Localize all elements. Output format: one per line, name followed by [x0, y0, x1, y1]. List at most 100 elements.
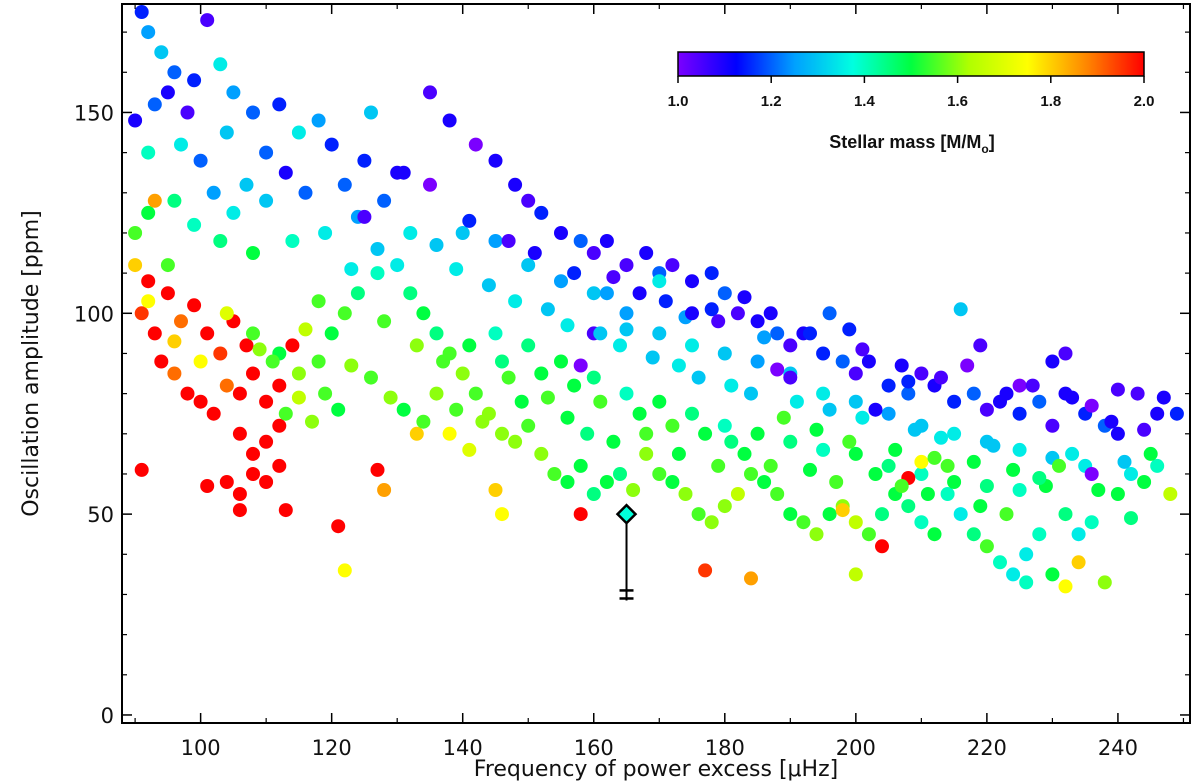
data-point [1084, 398, 1099, 413]
data-point [652, 467, 667, 481]
data-point [704, 302, 719, 317]
data-point [1025, 378, 1040, 393]
data-point [934, 430, 948, 445]
data-point [488, 483, 503, 497]
data-point [789, 394, 804, 409]
data-point [927, 450, 942, 465]
data-point [337, 306, 352, 321]
data-point [737, 290, 752, 305]
data-point [291, 125, 306, 140]
data-point [134, 462, 149, 477]
data-point [619, 306, 634, 321]
data-point [1032, 471, 1047, 485]
data-point [180, 105, 195, 120]
data-point [1058, 346, 1073, 361]
data-point [868, 467, 883, 481]
data-point [1012, 378, 1027, 393]
data-point [377, 314, 392, 329]
data-point [665, 258, 680, 273]
data-point [652, 326, 667, 341]
data-point [540, 302, 555, 317]
data-point [534, 446, 549, 461]
data-point [370, 266, 385, 281]
data-point [888, 442, 903, 457]
data-point [744, 386, 758, 401]
y-axis: 0 50 100 150 [74, 31, 1190, 728]
data-point [272, 418, 287, 433]
data-point [232, 426, 247, 441]
data-point [639, 246, 654, 260]
data-point [534, 205, 549, 220]
data-point [370, 462, 385, 477]
data-point [409, 426, 424, 441]
data-point [246, 446, 260, 461]
data-point [462, 442, 477, 457]
data-point [219, 378, 234, 393]
x-tick-label: 220 [967, 736, 1007, 760]
data-point [1065, 446, 1080, 461]
data-point [311, 354, 326, 369]
data-point [1137, 475, 1152, 489]
data-point [1097, 575, 1112, 590]
data-point [436, 354, 451, 369]
data-point [416, 306, 431, 321]
data-point [1163, 487, 1178, 501]
colorbar-tick-label: 2.0 [1134, 93, 1155, 110]
data-point [1006, 567, 1021, 582]
colorbar-legend: 1.0 1.2 1.4 1.6 1.8 2.0 Stellar mass [M/Mo] [668, 51, 1155, 156]
data-point [613, 338, 627, 353]
data-point [1012, 442, 1027, 457]
data-point [927, 527, 942, 542]
data-point [953, 302, 968, 317]
data-point [861, 354, 876, 369]
data-point [396, 402, 411, 417]
colorbar-tick-label: 1.4 [854, 93, 876, 110]
data-point [160, 286, 175, 301]
data-point [632, 406, 647, 421]
data-point [521, 193, 536, 208]
data-point [665, 418, 680, 433]
data-point [259, 145, 274, 160]
data-point [658, 294, 673, 309]
data-point [560, 410, 575, 425]
data-point [246, 467, 260, 481]
data-point [1032, 527, 1047, 542]
data-point [272, 458, 287, 473]
data-point [842, 322, 857, 337]
data-point [455, 366, 470, 381]
data-point [128, 113, 143, 128]
data-point [521, 418, 536, 433]
data-point [377, 483, 392, 497]
y-tick-label: 150 [74, 101, 114, 125]
data-point [678, 487, 693, 501]
data-point [167, 193, 182, 208]
data-point [514, 394, 529, 409]
data-point [822, 402, 837, 417]
data-point [979, 539, 994, 554]
data-point [1012, 483, 1027, 497]
data-point [901, 374, 916, 389]
data-point [232, 503, 247, 518]
data-point [174, 314, 188, 329]
data-point [717, 286, 732, 301]
data-point [907, 422, 922, 437]
data-point [685, 274, 699, 289]
data-point [783, 434, 798, 449]
x-tick-label: 140 [443, 736, 483, 760]
data-point [481, 278, 496, 293]
data-point [671, 446, 686, 461]
data-point [449, 262, 464, 277]
data-point [206, 406, 221, 421]
data-point [966, 386, 981, 401]
data-point [554, 274, 568, 289]
colorbar-tick-label: 1.8 [1040, 93, 1061, 110]
data-point [252, 342, 267, 357]
data-point [973, 338, 988, 353]
data-point [1012, 406, 1027, 421]
data-point [239, 338, 254, 353]
colorbar-title: Stellar mass [M/Mo] [829, 132, 994, 156]
data-point [291, 366, 306, 381]
data-point [147, 326, 162, 341]
x-tick-label: 200 [836, 736, 876, 760]
